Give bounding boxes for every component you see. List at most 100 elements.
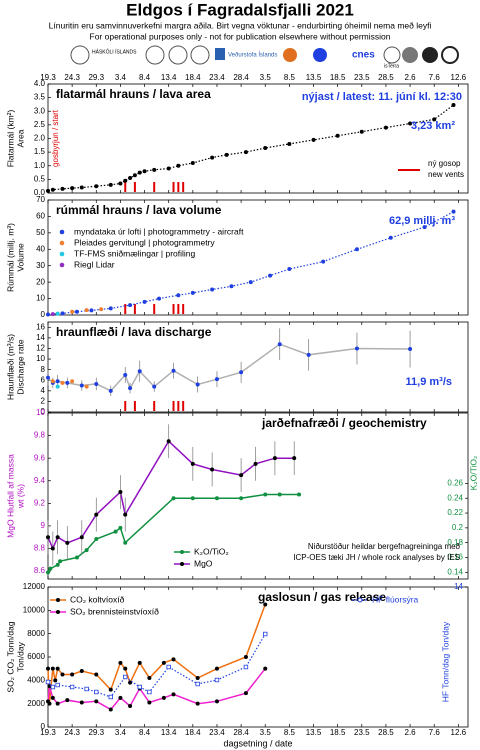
data-point — [214, 699, 219, 704]
data-point — [50, 187, 55, 192]
data-point — [157, 296, 162, 301]
y-tick-label: 30 — [36, 261, 45, 270]
x-tick-label: 8.5 — [284, 73, 296, 82]
data-point — [137, 170, 142, 175]
annotation: gosbyrjun / start — [51, 109, 60, 167]
panel-title: jarðefnafræði / geochemistry — [261, 416, 427, 430]
data-point — [263, 146, 268, 151]
x-tick-label: 8.4 — [139, 73, 151, 82]
y-tick-label: 16 — [36, 322, 45, 331]
x-axis-label: dagsetning / date — [223, 738, 292, 748]
legend-marker — [56, 610, 60, 614]
logo — [70, 45, 90, 65]
legend-marker — [59, 262, 65, 268]
data-point — [335, 133, 340, 138]
data-point — [99, 307, 104, 312]
data-point — [55, 384, 60, 389]
data-point — [239, 496, 244, 501]
data-point — [50, 546, 55, 551]
data-point — [123, 666, 128, 671]
data-point — [229, 284, 234, 289]
data-point — [108, 388, 113, 393]
y-tick-label: 40 — [36, 244, 45, 253]
x-tick-label: 24.3 — [64, 728, 80, 737]
data-point — [58, 559, 63, 564]
y-tick-label: 0 — [41, 310, 46, 319]
data-point — [70, 309, 75, 314]
data-point — [50, 379, 55, 384]
logo — [168, 45, 188, 65]
data-point — [118, 181, 123, 186]
y-tick-label: 0 — [41, 722, 46, 731]
data-point — [46, 535, 50, 540]
legend-marker — [180, 562, 184, 566]
panel-title: rúmmál hrauns / lava volume — [56, 203, 222, 217]
x-tick-label: 3.4 — [115, 73, 127, 82]
data-point — [190, 290, 195, 295]
x-tick-label: 23.5 — [354, 728, 370, 737]
plot-frame — [47, 321, 469, 413]
y-tick-label: 9.2 — [34, 498, 46, 507]
y-axis-label: wt (%) — [15, 484, 25, 509]
y-tick-label: 60 — [36, 212, 45, 221]
x-tick-label: 28.4 — [233, 73, 249, 82]
data-point — [210, 467, 215, 472]
data-point — [190, 161, 195, 166]
data-point — [166, 166, 171, 171]
subtitle: Línuritin eru samvinnuverkefni margra að… — [49, 20, 432, 30]
data-point — [287, 141, 292, 146]
data-point — [128, 176, 133, 181]
legend-marker — [56, 598, 60, 602]
y-tick-label: 9.8 — [34, 431, 46, 440]
data-point — [123, 512, 128, 517]
series-line — [47, 604, 266, 704]
x-tick-label: 13.4 — [161, 73, 177, 82]
data-point — [166, 664, 171, 670]
y2-tick-label: 0.22 — [447, 508, 463, 517]
data-point — [55, 311, 60, 316]
logo — [190, 45, 210, 65]
y-tick-label: 10 — [36, 354, 45, 363]
data-point — [94, 689, 99, 695]
x-tick-label: 3.5 — [260, 728, 272, 737]
data-point — [50, 695, 55, 700]
x-tick-label: 29.3 — [88, 73, 104, 82]
y-tick-label: 4 — [41, 386, 46, 395]
data-point — [50, 684, 56, 690]
data-point — [50, 666, 55, 671]
x-tick-label: 18.4 — [185, 73, 201, 82]
data-point — [46, 570, 50, 575]
x-tick-label: 13.4 — [161, 728, 177, 737]
y-tick-label: 3.0 — [34, 106, 46, 115]
data-point — [176, 163, 181, 168]
y-axis-label: SO₂ CO₂ Tonn/dag — [5, 621, 15, 692]
legend-label: myndataka úr lofti | photogrammetry - ai… — [74, 226, 244, 236]
legend-marker — [59, 229, 65, 235]
y-axis-label: Flatarmál (km²) — [5, 110, 15, 168]
data-point — [118, 525, 123, 530]
legend-marker — [59, 251, 65, 257]
x-tick-label: 3.5 — [260, 73, 272, 82]
x-tick-label: 18.5 — [330, 73, 346, 82]
data-point — [55, 682, 60, 688]
data-point — [243, 664, 249, 670]
y-tick-label: 9 — [41, 521, 46, 530]
data-point — [55, 701, 60, 706]
data-point — [243, 691, 248, 696]
legend-marker — [180, 550, 184, 554]
data-point — [432, 117, 437, 122]
legend-marker — [59, 240, 65, 246]
data-point — [46, 666, 50, 671]
data-point — [214, 377, 219, 382]
y-tick-label: 2 — [41, 397, 46, 406]
data-point — [263, 631, 268, 637]
data-point — [383, 125, 388, 130]
data-point — [248, 280, 253, 285]
data-point — [55, 535, 60, 540]
data-point — [243, 655, 248, 659]
y-axis-label: Volume — [15, 243, 25, 272]
logo-text: Veðurstofa Íslands — [228, 52, 277, 59]
data-point — [451, 209, 456, 214]
data-point — [70, 186, 75, 191]
